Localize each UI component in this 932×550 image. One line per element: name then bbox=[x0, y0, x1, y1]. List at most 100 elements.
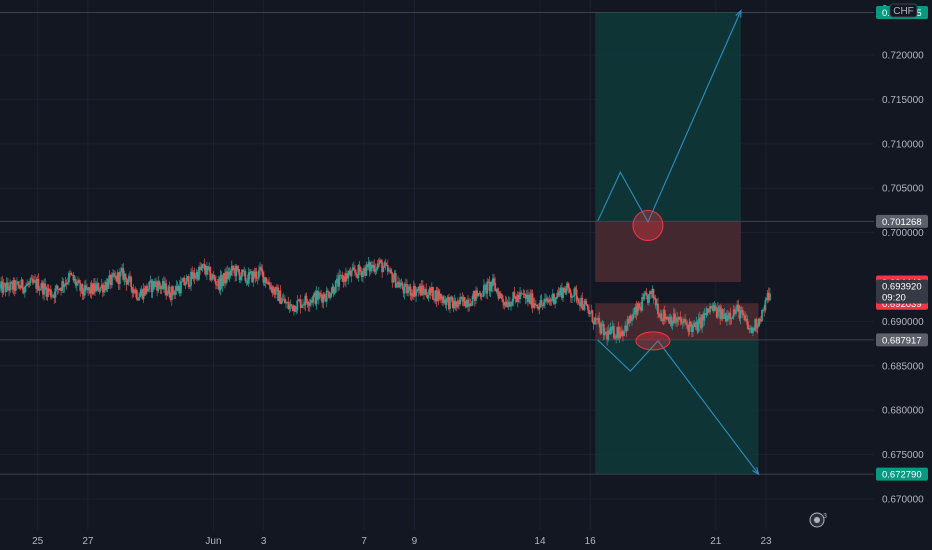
candle-body bbox=[432, 287, 434, 300]
candle-body bbox=[295, 310, 298, 312]
candle-body bbox=[190, 271, 192, 286]
long-stop-zone[interactable] bbox=[595, 221, 741, 282]
candle-body bbox=[181, 281, 183, 283]
candle-body bbox=[354, 269, 356, 273]
candle-body bbox=[31, 279, 34, 283]
candle-body bbox=[694, 323, 697, 328]
candle-body bbox=[146, 285, 148, 292]
candle-body bbox=[401, 282, 404, 289]
candle-body bbox=[417, 289, 420, 291]
candle-body bbox=[597, 317, 599, 320]
candle-body bbox=[623, 330, 625, 336]
candle-body bbox=[220, 275, 223, 286]
annotations[interactable] bbox=[632, 209, 671, 351]
projection-arrow-2[interactable] bbox=[597, 339, 759, 475]
candle-body bbox=[487, 281, 490, 283]
candle-body bbox=[60, 288, 62, 291]
candle-body bbox=[272, 288, 275, 294]
projection-arrow-1[interactable] bbox=[597, 10, 742, 224]
candle-body bbox=[289, 304, 292, 306]
price-axis-panel[interactable] bbox=[874, 0, 932, 530]
candle-body bbox=[435, 290, 438, 302]
candle-body bbox=[503, 302, 506, 306]
candle-body bbox=[536, 304, 538, 307]
candle-body bbox=[10, 282, 13, 283]
candle-body bbox=[766, 292, 769, 299]
price-tick-label: 0.720000 bbox=[882, 51, 924, 62]
candle-body bbox=[538, 307, 541, 310]
candle-body bbox=[393, 273, 396, 280]
candle-body bbox=[519, 292, 521, 300]
candle-body bbox=[329, 296, 332, 298]
candle-body bbox=[688, 321, 691, 332]
candle-body bbox=[624, 325, 627, 331]
candle-body bbox=[46, 288, 49, 297]
candle-body bbox=[189, 285, 191, 287]
candle-body bbox=[56, 285, 59, 290]
candle-body bbox=[133, 289, 136, 294]
candle-body bbox=[461, 297, 464, 302]
candle-body bbox=[649, 290, 651, 294]
price-levels bbox=[0, 11, 874, 475]
candle-body bbox=[158, 281, 161, 286]
highlight-circle[interactable] bbox=[632, 209, 664, 241]
candle-body bbox=[672, 313, 675, 323]
position-zones[interactable] bbox=[595, 12, 759, 475]
candle-body bbox=[255, 271, 258, 279]
candle-body bbox=[759, 320, 762, 322]
candle-body bbox=[34, 280, 36, 282]
candle-body bbox=[359, 271, 362, 272]
candle-body bbox=[750, 327, 753, 333]
candle-body bbox=[429, 288, 432, 293]
candle-body bbox=[527, 294, 529, 302]
time-axis[interactable]: 25 27 Jun 3 7 9 14 16 21 23 bbox=[32, 536, 772, 547]
projection-arrows[interactable] bbox=[597, 9, 760, 476]
candle-body bbox=[72, 275, 75, 281]
notifications-badge[interactable]: 3 bbox=[809, 512, 827, 528]
candle-body bbox=[589, 312, 592, 315]
candle-body bbox=[38, 288, 41, 291]
candle-body bbox=[341, 275, 344, 282]
short-target-zone[interactable] bbox=[595, 339, 759, 475]
candle-body bbox=[388, 270, 390, 272]
candle-body bbox=[616, 327, 619, 336]
time-axis-panel[interactable] bbox=[0, 530, 932, 550]
candle-body bbox=[79, 282, 82, 291]
price-tick-label: 0.705000 bbox=[882, 184, 924, 195]
candle-body bbox=[313, 292, 316, 296]
candle-body bbox=[577, 298, 580, 304]
candle-body bbox=[654, 299, 657, 306]
highlight-ellipse[interactable] bbox=[635, 331, 671, 351]
candle-body bbox=[539, 300, 542, 308]
candle-body bbox=[551, 293, 554, 301]
candle-body bbox=[741, 310, 744, 315]
candle-body bbox=[328, 291, 330, 298]
currency-label[interactable]: CHF bbox=[889, 3, 918, 18]
candle-body bbox=[490, 282, 493, 287]
candle-body bbox=[727, 315, 729, 320]
candle-body bbox=[109, 275, 112, 286]
candle-body bbox=[444, 299, 447, 305]
candle-body bbox=[148, 281, 151, 290]
candle-body bbox=[397, 281, 399, 284]
candle-body bbox=[277, 287, 280, 301]
candle-body bbox=[617, 327, 620, 338]
candle-body bbox=[745, 318, 748, 321]
candle-body bbox=[580, 297, 582, 307]
candle-body bbox=[250, 271, 252, 274]
candle-body bbox=[244, 271, 247, 281]
candle-body bbox=[291, 305, 294, 311]
candle-body bbox=[570, 292, 572, 298]
candle-body bbox=[419, 286, 422, 296]
candle-body bbox=[731, 316, 734, 319]
price-tick-label: 0.680000 bbox=[882, 406, 924, 417]
candle-body bbox=[122, 268, 125, 280]
candle-body bbox=[530, 293, 533, 304]
candle-body bbox=[22, 289, 25, 293]
candle-body bbox=[349, 270, 352, 277]
long-target-zone[interactable] bbox=[595, 12, 741, 222]
candle-body bbox=[638, 306, 641, 309]
candle-body bbox=[506, 305, 509, 307]
